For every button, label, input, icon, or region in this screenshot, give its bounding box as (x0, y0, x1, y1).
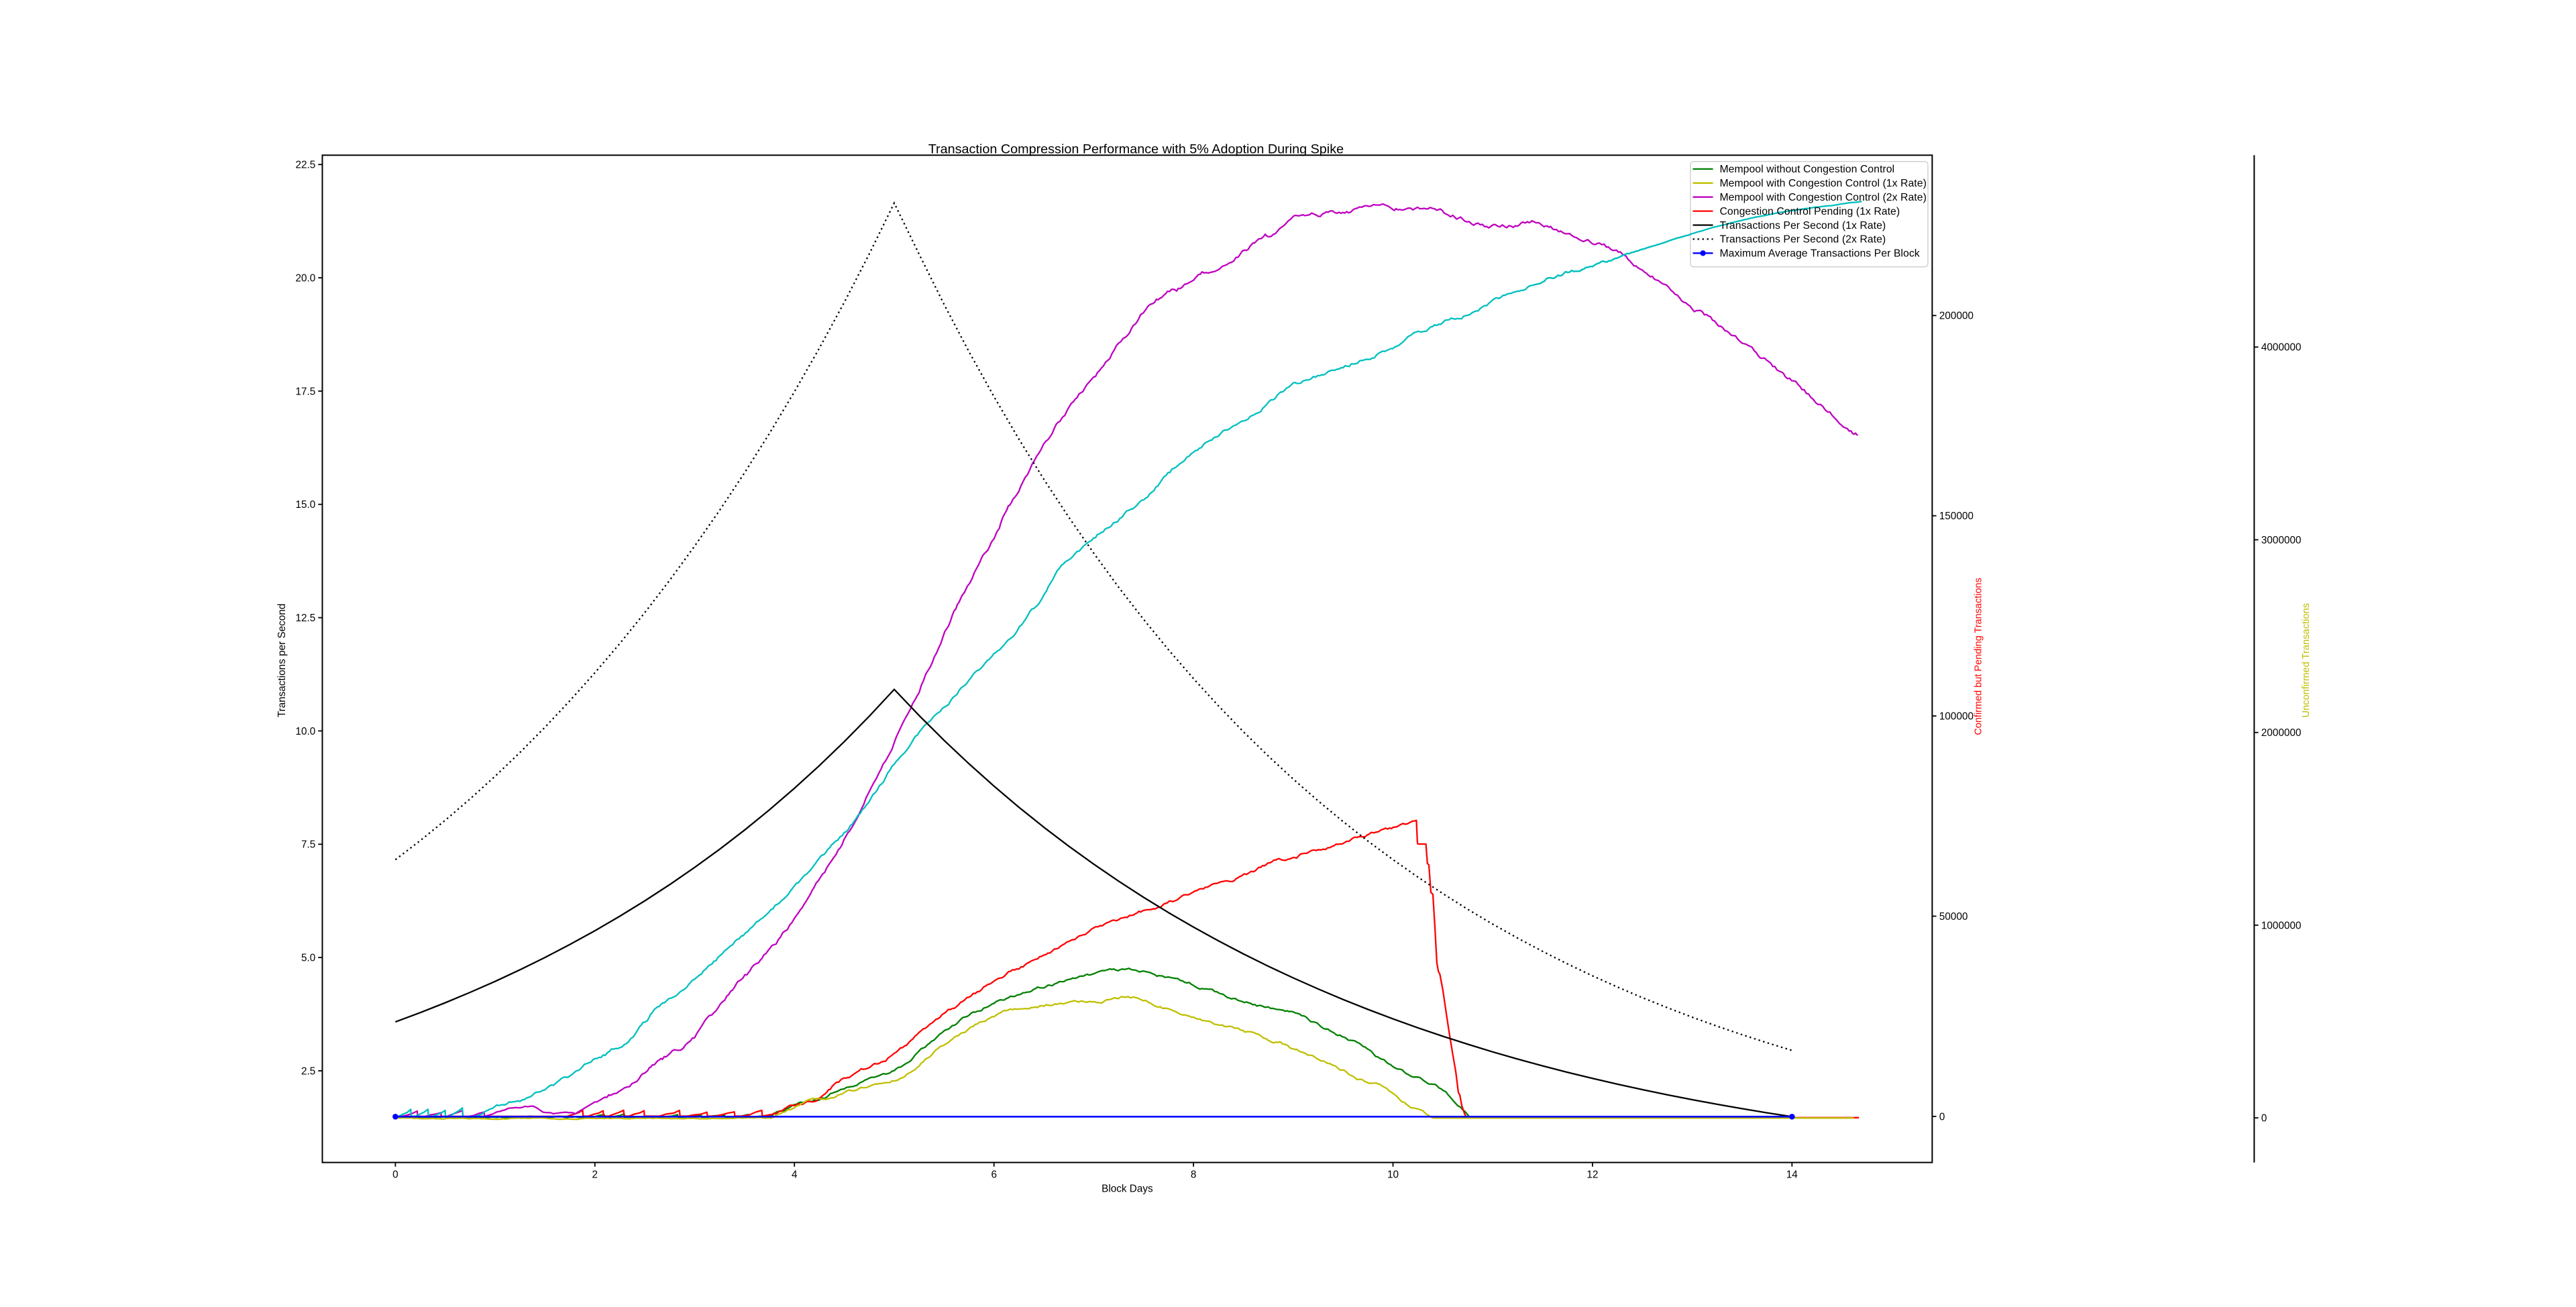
svg-text:Mempool without Congestion Con: Mempool without Congestion Control (1720, 164, 1895, 175)
svg-text:4: 4 (792, 1169, 798, 1181)
svg-text:20.0: 20.0 (296, 272, 316, 284)
svg-text:4000000: 4000000 (2261, 342, 2302, 354)
svg-text:200000: 200000 (1939, 311, 1974, 322)
svg-text:Congestion Control Pending (1x: Congestion Control Pending (1x Rate) (1720, 206, 1900, 217)
svg-text:8: 8 (1191, 1169, 1197, 1181)
svg-text:150000: 150000 (1939, 511, 1974, 522)
svg-text:Transaction Compression Perfor: Transaction Compression Performance with… (928, 142, 1344, 157)
svg-text:17.5: 17.5 (296, 386, 316, 397)
svg-text:0: 0 (1939, 1111, 1945, 1122)
svg-text:Mempool with Congestion Contro: Mempool with Congestion Control (2x Rate… (1720, 192, 1927, 203)
svg-text:2000000: 2000000 (2261, 727, 2302, 739)
svg-text:14: 14 (1786, 1169, 1799, 1181)
svg-text:Block Days: Block Days (1102, 1183, 1153, 1194)
svg-text:0: 0 (392, 1169, 398, 1181)
svg-text:Maximum Average Transactions P: Maximum Average Transactions Per Block (1720, 248, 1920, 260)
svg-text:12: 12 (1587, 1169, 1598, 1181)
svg-text:15.0: 15.0 (296, 499, 316, 511)
svg-text:50000: 50000 (1939, 911, 1968, 923)
svg-text:1000000: 1000000 (2261, 920, 2302, 931)
svg-text:Confirmed but Pending Transact: Confirmed but Pending Transactions (1973, 578, 1984, 735)
svg-text:22.5: 22.5 (296, 160, 316, 171)
svg-text:Transactions per Second: Transactions per Second (276, 604, 288, 718)
svg-text:10: 10 (1387, 1169, 1399, 1181)
svg-text:Transactions Per Second (2x Ra: Transactions Per Second (2x Rate) (1720, 234, 1886, 246)
svg-text:6: 6 (991, 1169, 997, 1181)
svg-text:100000: 100000 (1939, 711, 1974, 723)
svg-text:7.5: 7.5 (301, 839, 315, 851)
svg-text:Mempool with Congestion Contro: Mempool with Congestion Control (1x Rate… (1720, 178, 1927, 189)
svg-text:10.0: 10.0 (296, 726, 316, 737)
svg-text:2: 2 (592, 1169, 598, 1181)
svg-text:2.5: 2.5 (301, 1065, 315, 1077)
svg-text:0: 0 (2261, 1113, 2267, 1125)
svg-text:Transactions Per Second (1x Ra: Transactions Per Second (1x Rate) (1720, 220, 1886, 231)
svg-text:Unconfirmed Transactions: Unconfirmed Transactions (2301, 603, 2312, 718)
svg-text:3000000: 3000000 (2261, 535, 2302, 546)
svg-text:12.5: 12.5 (296, 613, 316, 624)
svg-text:5.0: 5.0 (301, 953, 315, 964)
